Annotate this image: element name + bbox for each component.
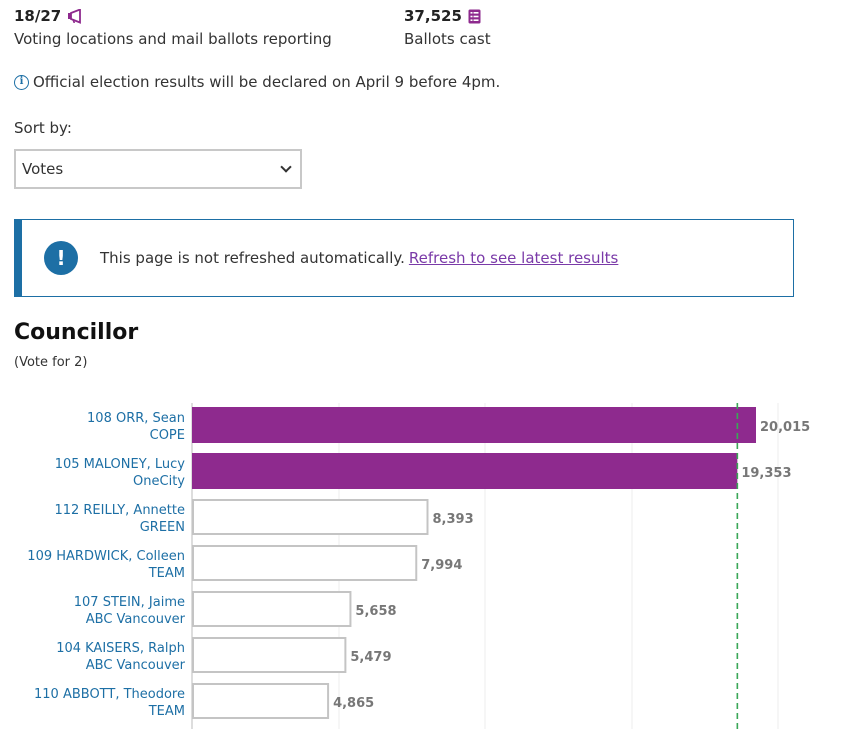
candidate-party: TEAM	[148, 704, 185, 719]
ballots-stat: 37,525 Ballots cast	[404, 6, 491, 48]
section-title: Councillor	[14, 320, 139, 345]
candidate-party: COPE	[150, 428, 185, 443]
vote-count-label: 8,393	[433, 512, 474, 527]
candidate-name: 107 STEIN, Jaime	[74, 595, 185, 610]
vote-count-label: 4,865	[333, 696, 374, 711]
refresh-alert: ! This page is not refreshed automatical…	[14, 219, 794, 297]
sort-label: Sort by:	[14, 119, 72, 137]
reporting-label: Voting locations and mail ballots report…	[14, 30, 332, 48]
candidate-party: GREEN	[140, 520, 185, 535]
sort-selected-value: Votes	[22, 160, 64, 178]
bar-elected	[192, 453, 738, 489]
candidate-name: 108 ORR, Sean	[87, 411, 185, 426]
vote-count-label: 19,353	[741, 466, 791, 481]
refresh-link[interactable]: Refresh to see latest results	[408, 249, 619, 267]
info-icon: i	[14, 74, 29, 90]
bar-candidate	[192, 545, 418, 581]
candidate-name: 105 MALONEY, Lucy	[55, 457, 186, 472]
candidate-party: ABC Vancouver	[86, 612, 186, 627]
vote-count-label: 5,658	[355, 604, 396, 619]
bar-candidate	[192, 637, 347, 673]
reporting-count: 18/27	[14, 7, 62, 25]
candidate-name: 104 KAISERS, Ralph	[56, 641, 185, 656]
bar-elected	[192, 407, 756, 443]
bar-candidate	[192, 591, 352, 627]
candidate-party: TEAM	[148, 566, 185, 581]
candidate-party: ABC Vancouver	[86, 658, 186, 673]
candidate-name: 112 REILLY, Annette	[54, 503, 185, 518]
bar-candidate	[192, 683, 330, 719]
section-subtitle: (Vote for 2)	[14, 355, 88, 370]
sort-select[interactable]: Votes	[14, 149, 302, 189]
vote-count-label: 7,994	[421, 558, 462, 573]
vote-count-label: 5,479	[350, 650, 391, 665]
alert-text: This page is not refreshed automatically…	[100, 249, 405, 267]
exclamation-icon: !	[44, 241, 78, 275]
reporting-stat: 18/27 Voting locations and mail ballots …	[14, 6, 332, 48]
candidate-party: OneCity	[133, 474, 185, 489]
notice-text: Official election results will be declar…	[33, 73, 501, 91]
vote-count-label: 20,015	[760, 420, 810, 435]
ballots-label: Ballots cast	[404, 30, 491, 48]
candidate-name: 109 HARDWICK, Colleen	[27, 549, 185, 564]
megaphone-icon	[68, 8, 82, 24]
results-notice: i Official election results will be decl…	[14, 73, 500, 91]
bar-candidate	[192, 499, 429, 535]
ballots-count: 37,525	[404, 7, 462, 25]
candidate-name: 110 ABBOTT, Theodore	[34, 687, 185, 702]
list-icon	[468, 9, 481, 23]
